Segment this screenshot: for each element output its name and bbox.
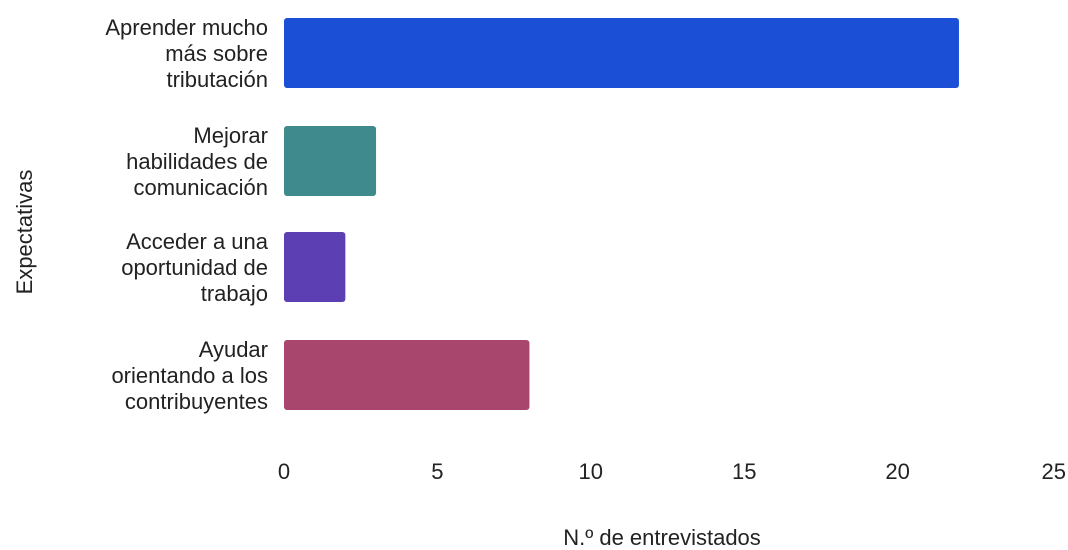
- category-label-2: Acceder a una oportunidad de trabajo: [121, 229, 269, 306]
- y-axis-title: Expectativas: [12, 170, 37, 295]
- x-tick-3: 15: [732, 459, 756, 484]
- category-label-2-line-2: trabajo: [201, 281, 268, 306]
- x-tick-4: 20: [885, 459, 909, 484]
- bar-3: [284, 340, 530, 410]
- category-label-0-line-0: Aprender mucho: [105, 15, 268, 40]
- x-tick-1: 5: [431, 459, 443, 484]
- bar-2: [284, 232, 346, 302]
- category-label-3-line-2: contribuyentes: [125, 389, 268, 414]
- category-label-1-line-2: comunicación: [133, 175, 268, 200]
- category-label-1: Mejorar habilidades de comunicación: [126, 123, 268, 200]
- category-label-2-line-1: oportunidad de: [121, 255, 268, 280]
- category-label-2-line-0: Acceder a una: [126, 229, 269, 254]
- category-label-1-line-1: habilidades de: [126, 149, 268, 174]
- bar-1: [284, 126, 377, 196]
- category-label-0-line-1: más sobre: [165, 41, 268, 66]
- category-label-3-line-1: orientando a los: [111, 363, 268, 388]
- x-axis-ticks: 0 5 10 15 20 25: [278, 459, 1066, 484]
- category-labels: Aprender mucho más sobre tributación Mejora…: [105, 15, 268, 414]
- category-label-1-line-0: Mejorar: [193, 123, 268, 148]
- x-axis-title: N.º de entrevistados: [563, 525, 761, 550]
- category-label-3-line-0: Ayudar: [199, 337, 268, 362]
- x-tick-2: 10: [579, 459, 603, 484]
- x-tick-0: 0: [278, 459, 290, 484]
- category-label-0: Aprender mucho más sobre tributación: [105, 15, 268, 92]
- category-label-0-line-2: tributación: [166, 67, 268, 92]
- bar-0: [284, 18, 959, 88]
- bars-layer: [284, 18, 959, 410]
- category-label-3: Ayudar orientando a los contribuyentes: [111, 337, 268, 414]
- x-tick-5: 25: [1042, 459, 1066, 484]
